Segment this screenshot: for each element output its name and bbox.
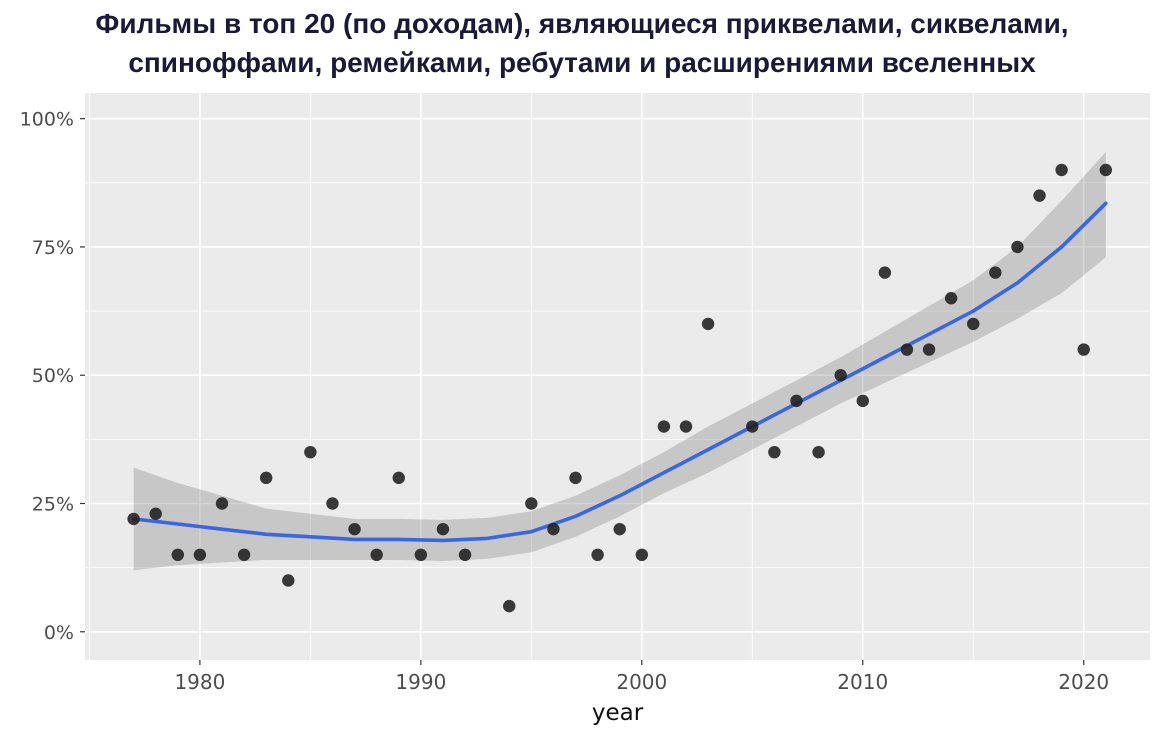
x-tick-label: 1990	[395, 670, 446, 694]
data-point	[392, 471, 405, 485]
data-point	[149, 507, 162, 520]
data-point	[282, 574, 295, 587]
data-point	[414, 548, 428, 562]
data-point	[304, 445, 317, 459]
data-point	[922, 343, 936, 356]
data-point	[834, 369, 847, 382]
data-point	[679, 420, 693, 433]
data-point	[127, 512, 140, 526]
data-point	[944, 292, 958, 305]
chart-title: Фильмы в топ 20 (по доходам), являющиеся…	[0, 4, 1164, 82]
data-point	[259, 471, 273, 485]
chart-title-line-2: спиноффами, ремейками, ребутами и расшир…	[128, 47, 1036, 79]
data-point	[812, 445, 825, 459]
data-point	[525, 497, 538, 510]
y-tick-label: 25%	[32, 493, 74, 515]
data-point	[458, 548, 472, 562]
data-point	[746, 420, 759, 433]
plot-panel	[85, 93, 1150, 660]
data-point	[436, 522, 450, 536]
data-point	[701, 317, 715, 331]
y-tick-label: 0%	[44, 622, 74, 644]
data-point	[1033, 189, 1046, 202]
data-point	[503, 599, 516, 613]
data-point	[326, 497, 339, 510]
data-point	[900, 343, 914, 356]
data-point	[193, 548, 207, 562]
data-point	[613, 522, 626, 536]
x-tick-label: 2000	[616, 670, 667, 694]
data-point	[856, 394, 869, 408]
y-tick-label: 50%	[32, 365, 74, 387]
x-tick-label: 1980	[174, 670, 225, 694]
x-tick-label: 2020	[1058, 670, 1109, 694]
data-point	[1077, 343, 1090, 356]
data-point	[635, 548, 649, 562]
data-point	[348, 522, 361, 536]
data-point	[591, 548, 604, 562]
y-tick-label: 75%	[32, 237, 74, 259]
data-point	[1099, 163, 1113, 177]
trend-line	[131, 201, 1108, 543]
y-tick-label: 100%	[20, 109, 74, 131]
chart-title-line-1: Фильмы в топ 20 (по доходам), являющиеся…	[95, 8, 1069, 39]
data-point	[967, 317, 980, 331]
data-point	[1055, 163, 1068, 177]
data-point	[370, 548, 383, 562]
data-point	[237, 548, 251, 562]
data-point	[790, 394, 803, 408]
data-point	[1011, 240, 1024, 254]
data-point	[547, 522, 560, 536]
data-point	[878, 266, 892, 279]
data-point	[171, 548, 185, 562]
data-point	[768, 445, 781, 459]
x-axis-title: year	[592, 700, 644, 726]
data-point	[215, 497, 229, 510]
data-point	[569, 471, 582, 485]
data-point	[657, 420, 671, 433]
x-tick-label: 2010	[837, 670, 888, 694]
data-point	[989, 266, 1002, 279]
